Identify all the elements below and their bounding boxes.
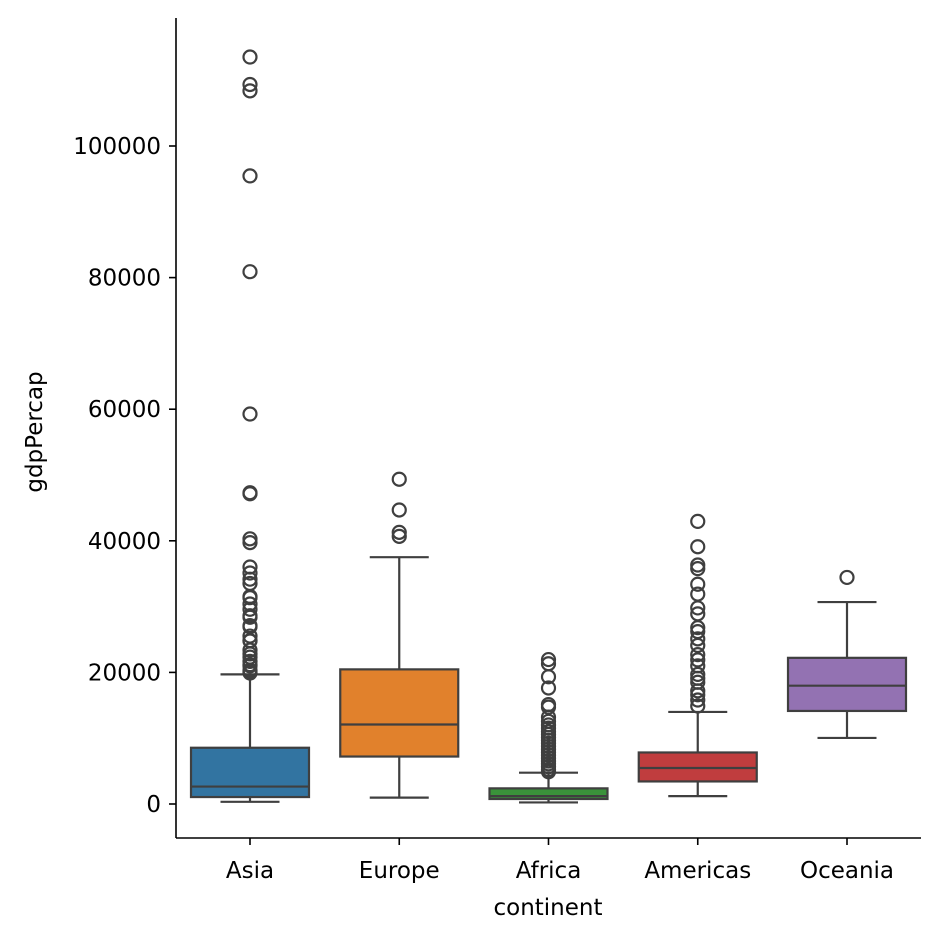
outlier-point bbox=[242, 609, 258, 625]
outlier-point bbox=[690, 620, 706, 636]
outlier-point bbox=[540, 764, 557, 780]
box-group-africa bbox=[488, 651, 609, 804]
y-tick-label: 80000 bbox=[88, 266, 161, 292]
iqr-box bbox=[488, 787, 609, 801]
outlier-point bbox=[690, 576, 706, 592]
outlier-point bbox=[242, 168, 258, 184]
y-tick-label: 20000 bbox=[88, 660, 161, 686]
outlier-point bbox=[690, 647, 706, 663]
iqr-box bbox=[189, 746, 311, 799]
y-axis-ticks: 0 20000 40000 60000 80000 100000 bbox=[73, 134, 176, 818]
x-tick-label: Europe bbox=[359, 858, 440, 884]
y-tick-label: 60000 bbox=[88, 397, 161, 423]
outlier-point bbox=[690, 683, 706, 699]
outlier-point bbox=[242, 665, 258, 681]
y-tick-label: 0 bbox=[146, 792, 161, 818]
outlier-point bbox=[391, 471, 407, 487]
outlier-point bbox=[242, 83, 258, 99]
box-group-americas bbox=[637, 513, 758, 798]
outlier-point bbox=[242, 535, 258, 551]
x-tick-label: Africa bbox=[516, 858, 582, 884]
outlier-point bbox=[540, 680, 557, 696]
outlier-point bbox=[540, 669, 557, 685]
outlier-point bbox=[690, 698, 706, 714]
outlier-point bbox=[242, 601, 258, 617]
outlier-point bbox=[391, 502, 407, 518]
outlier-point bbox=[391, 528, 407, 544]
x-axis-title: continent bbox=[493, 895, 602, 921]
box-group-oceania bbox=[786, 569, 908, 740]
outlier-point bbox=[839, 569, 855, 586]
y-axis-title: gdpPercap bbox=[22, 371, 48, 492]
outlier-point bbox=[690, 513, 706, 529]
outlier-point bbox=[690, 652, 706, 668]
y-tick-label: 40000 bbox=[88, 529, 161, 555]
outlier-point bbox=[242, 76, 258, 93]
outlier-point bbox=[690, 586, 706, 602]
outlier-point bbox=[690, 637, 706, 654]
outlier-point bbox=[242, 49, 258, 65]
iqr-box bbox=[786, 656, 908, 713]
outlier-point bbox=[242, 658, 258, 674]
x-axis-ticks: Asia Europe Africa Americas Oceania bbox=[226, 838, 894, 884]
outlier-point bbox=[540, 709, 557, 725]
x-tick-label: Oceania bbox=[800, 858, 894, 884]
outlier-point bbox=[242, 264, 258, 280]
outlier-point bbox=[242, 486, 258, 502]
outlier-point bbox=[242, 565, 258, 581]
outlier-point bbox=[690, 631, 706, 647]
iqr-box bbox=[339, 668, 460, 758]
outlier-point bbox=[540, 699, 557, 715]
box-group-asia bbox=[189, 49, 311, 803]
outlier-point bbox=[242, 571, 258, 587]
x-tick-label: Americas bbox=[644, 858, 751, 884]
outlier-point bbox=[690, 692, 706, 708]
plot-area bbox=[189, 49, 908, 804]
x-tick-label: Asia bbox=[226, 858, 274, 884]
outlier-point bbox=[242, 590, 258, 606]
outlier-point bbox=[391, 524, 407, 540]
y-tick-label: 100000 bbox=[73, 134, 161, 160]
outlier-point bbox=[690, 600, 706, 616]
outlier-point bbox=[690, 687, 706, 703]
outlier-point bbox=[690, 561, 706, 577]
outlier-point bbox=[690, 666, 706, 682]
outlier-point bbox=[540, 651, 557, 668]
outlier-point bbox=[690, 539, 706, 555]
outlier-point bbox=[242, 406, 258, 422]
box-group-europe bbox=[339, 471, 460, 799]
